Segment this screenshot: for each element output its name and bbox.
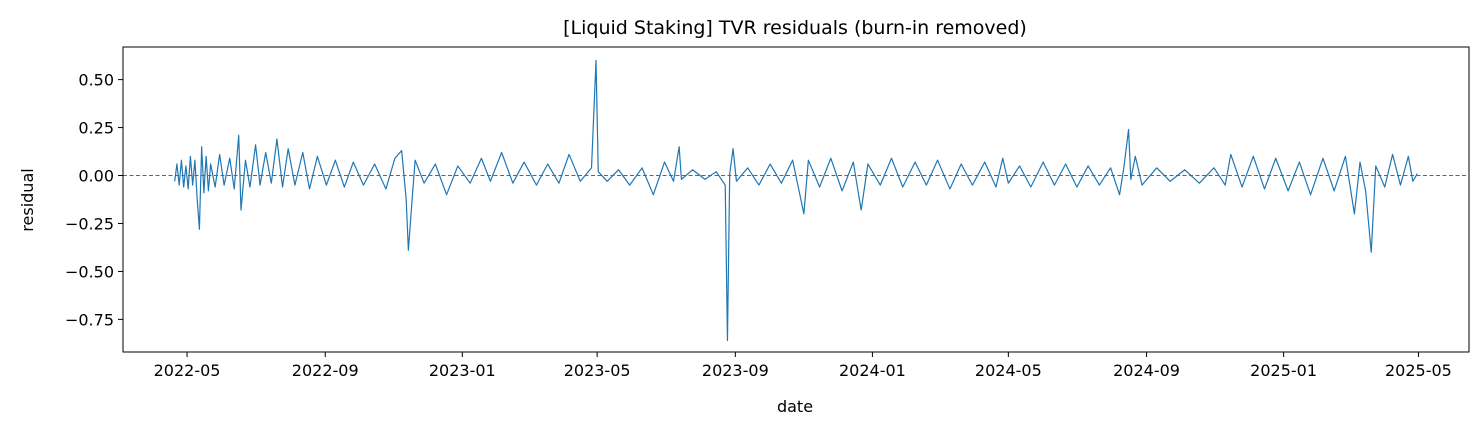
y-tick-label: −0.50	[65, 262, 114, 281]
x-axis-label: date	[777, 397, 813, 416]
x-tick-label: 2025-05	[1385, 361, 1452, 380]
x-tick-label: 2025-01	[1250, 361, 1317, 380]
x-tick-label: 2022-05	[154, 361, 221, 380]
y-tick-label: 0.00	[78, 167, 114, 186]
series-layer	[174, 59, 1418, 342]
y-tick-label: −0.75	[65, 310, 114, 329]
x-tick-label: 2022-09	[292, 361, 359, 380]
x-tick-label: 2023-09	[702, 361, 769, 380]
x-tick-label: 2023-05	[564, 361, 631, 380]
x-tick-label: 2024-01	[839, 361, 906, 380]
y-tick-label: 0.25	[78, 119, 114, 138]
x-tick-label: 2024-09	[1113, 361, 1180, 380]
x-tick-label: 2024-05	[975, 361, 1042, 380]
axes-layer: 2022-05 2022-09 2023-01 2023-05 2023-09 2024-…	[65, 46, 1470, 380]
y-tick-label: 0.50	[78, 71, 114, 90]
series-line-0	[174, 59, 1418, 342]
chart-title: [Liquid Staking] TVR residuals (burn-in …	[563, 17, 1027, 39]
y-axis-label: residual	[18, 168, 37, 231]
plot-frame	[122, 46, 1470, 353]
x-tick-label: 2023-01	[429, 361, 496, 380]
y-tick-label: −0.25	[65, 214, 114, 233]
